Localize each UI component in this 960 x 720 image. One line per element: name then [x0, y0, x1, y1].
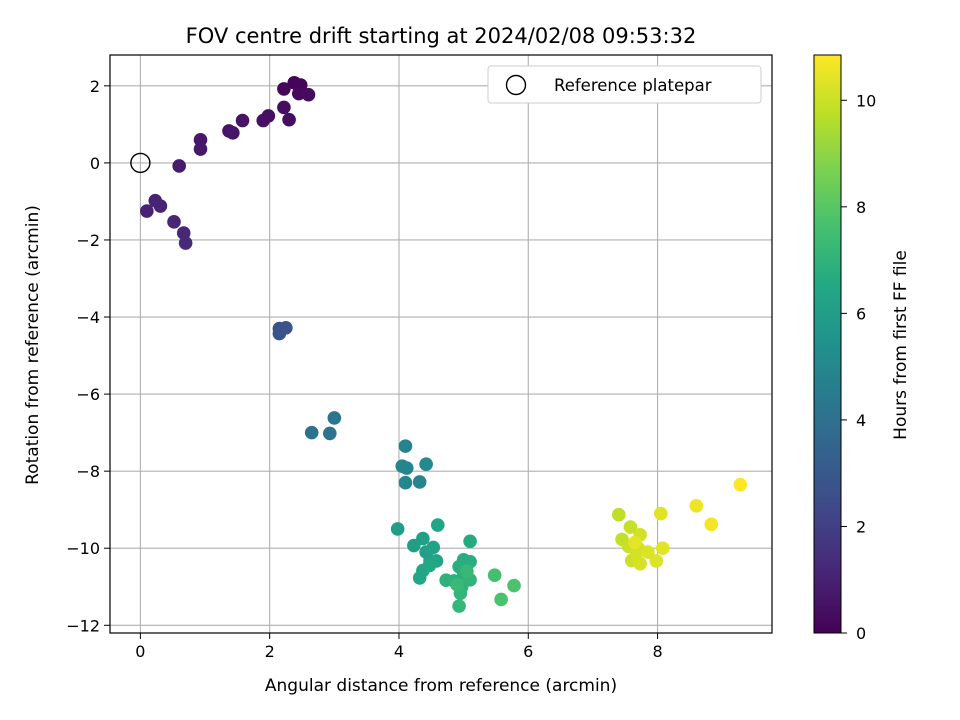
x-tick-label: 6 — [523, 642, 533, 661]
colorbar-tick-label: 6 — [856, 304, 866, 323]
plot-frame — [109, 54, 773, 634]
data-points — [140, 75, 748, 613]
data-point — [733, 477, 748, 492]
colorbar-tick-label: 4 — [856, 411, 866, 430]
data-point — [419, 457, 433, 472]
data-point — [301, 87, 316, 102]
colorbar-tick-label: 10 — [856, 91, 876, 110]
data-point — [494, 592, 508, 607]
data-point — [655, 541, 670, 556]
x-axis-label: Angular distance from reference (arcmin) — [265, 676, 617, 696]
data-point — [426, 540, 441, 555]
y-tick-label: −6 — [76, 385, 100, 404]
x-tick-label: 2 — [265, 642, 275, 661]
data-point — [412, 571, 427, 585]
data-point — [487, 568, 502, 582]
data-point — [153, 199, 168, 213]
data-point — [398, 439, 413, 453]
y-tick-label: −8 — [76, 462, 100, 481]
data-point — [272, 326, 287, 341]
x-tick-label: 8 — [652, 642, 662, 661]
legend-reference-label: Reference platepar — [554, 76, 712, 95]
data-point — [649, 554, 664, 568]
colorbar-ticks: 0 2 4 6 8 10 — [841, 91, 876, 643]
legend-reference-marker — [505, 74, 527, 96]
y-tick-label: −2 — [76, 231, 100, 250]
data-point — [611, 507, 626, 522]
colorbar-tick-label: 0 — [856, 624, 866, 643]
data-point — [282, 112, 296, 127]
reference-platepar-marker — [130, 152, 151, 174]
colorbar-bar — [813, 54, 842, 634]
data-point — [256, 113, 271, 128]
data-point — [327, 411, 342, 425]
colorbar-tick-label: 2 — [856, 517, 866, 536]
y-tick-label: 2 — [90, 77, 100, 96]
data-point — [460, 564, 474, 579]
colorbar-tick-label: 8 — [856, 198, 866, 217]
data-point — [641, 545, 655, 559]
data-point — [399, 461, 414, 475]
data-point — [304, 425, 319, 440]
data-point — [390, 522, 405, 536]
data-point — [507, 578, 521, 593]
data-point — [628, 535, 642, 550]
legend-box — [487, 65, 762, 104]
data-point — [654, 506, 668, 521]
data-point — [277, 82, 291, 96]
data-point — [439, 573, 453, 588]
y-axis-label: Rotation from reference (arcmin) — [23, 205, 43, 485]
y-tick-label: −4 — [76, 308, 100, 327]
y-tick-label: 0 — [90, 154, 100, 173]
x-axis-ticks: 0 2 4 6 8 — [135, 633, 663, 661]
data-point — [398, 475, 413, 490]
data-point — [689, 499, 704, 513]
data-point — [323, 426, 337, 441]
data-point — [235, 113, 250, 128]
data-point — [172, 159, 186, 173]
data-point — [452, 599, 466, 613]
reference-marker-group — [130, 152, 151, 174]
data-point — [422, 558, 437, 573]
data-point — [623, 520, 638, 534]
data-point — [704, 517, 719, 532]
data-point — [412, 475, 427, 489]
x-tick-label: 0 — [135, 642, 145, 661]
x-tick-label: 4 — [394, 642, 404, 661]
y-axis-ticks: 2 0 −2 −4 −6 −8 −10 −12 — [66, 77, 110, 635]
data-point — [226, 126, 240, 140]
legend: Reference platepar — [487, 65, 762, 104]
data-point — [167, 215, 181, 229]
chart-title: FOV centre drift starting at 2024/02/08 … — [186, 24, 697, 48]
data-point — [633, 556, 647, 571]
grid-lines — [110, 55, 772, 633]
data-point — [450, 578, 464, 592]
colorbar-label: Hours from first FF file — [891, 250, 911, 440]
data-point — [140, 204, 154, 218]
y-tick-label: −12 — [66, 616, 100, 635]
data-point — [463, 534, 477, 549]
data-point — [178, 236, 193, 250]
y-tick-label: −10 — [66, 539, 100, 558]
data-point — [193, 142, 208, 156]
data-point — [277, 100, 291, 115]
colorbar: 0 2 4 6 8 10 Hours from first FF file — [813, 54, 911, 643]
data-point — [416, 531, 430, 546]
data-point — [430, 518, 445, 532]
